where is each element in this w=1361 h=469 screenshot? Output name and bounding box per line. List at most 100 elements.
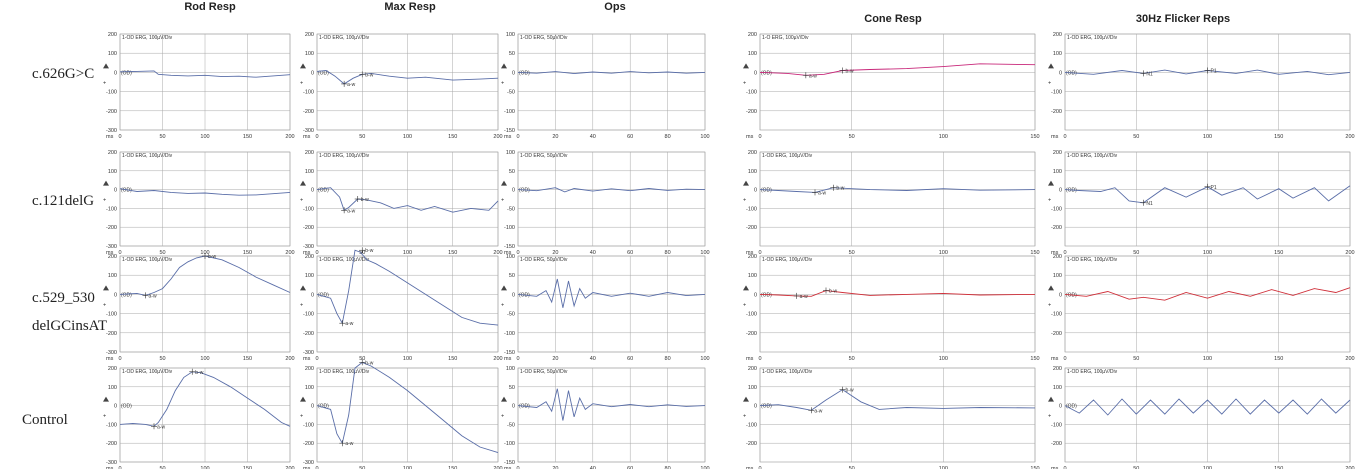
x-unit-label: ms (1051, 356, 1059, 362)
y-tick-label: 100 (1053, 385, 1062, 391)
x-tick-label: 50 (849, 356, 855, 362)
baseline-label: (OD) (318, 292, 329, 298)
x-tick-label: 20 (552, 356, 558, 362)
panel-header: 1-OD ERG, 100µV/Div (122, 369, 173, 375)
y-tick-label: 100 (108, 51, 117, 57)
panel-c626-flicker: 200 100 0 -100 -200 0 50 100 150 200 ms 1-OD ERG, 1… (1048, 32, 1355, 140)
plot-frame (759, 33, 1036, 131)
y-tick-label: -50 (507, 90, 515, 96)
y-tick-label: 200 (305, 150, 314, 156)
x-tick-label: 0 (118, 356, 121, 362)
trace-line (759, 63, 1036, 76)
y-tick-label: 100 (305, 385, 314, 391)
y-tick-label: -100 (1051, 312, 1062, 318)
x-tick-label: 200 (493, 134, 502, 140)
x-tick-label: 50 (359, 134, 365, 140)
x-tick-label: 60 (627, 250, 633, 256)
marker-label: b-w (829, 289, 837, 295)
column-title-flicker: 30Hz Flicker Reps (1136, 13, 1230, 25)
plus-icon: + (501, 198, 504, 204)
x-tick-label: 50 (359, 466, 365, 469)
plus-icon: + (1048, 198, 1051, 204)
plus-icon: + (300, 302, 303, 308)
x-tick-label: 100 (1203, 356, 1212, 362)
y-tick-label: 50 (509, 51, 515, 57)
trace-line (517, 187, 706, 193)
x-tick-label: 40 (590, 466, 596, 469)
x-tick-label: 80 (665, 250, 671, 256)
trace-line (316, 70, 499, 85)
y-tick-label: -300 (106, 460, 117, 466)
trace-line (759, 290, 1036, 297)
x-tick-label: 0 (1063, 466, 1066, 469)
y-tick-label: 200 (748, 254, 757, 260)
x-tick-label: 0 (1063, 134, 1066, 140)
baseline-label: (OD) (761, 188, 772, 194)
y-tick-label: -300 (106, 244, 117, 250)
y-tick-label: -300 (106, 128, 117, 134)
y-tick-label: 200 (108, 366, 117, 372)
y-tick-label: 100 (506, 254, 515, 260)
x-tick-label: 0 (315, 134, 318, 140)
x-tick-label: 0 (315, 356, 318, 362)
plus-icon: + (743, 302, 746, 308)
x-tick-label: 20 (552, 250, 558, 256)
x-unit-label: ms (303, 134, 311, 140)
y-tick-label: 0 (1059, 292, 1062, 298)
y-tick-label: -100 (106, 206, 117, 212)
y-tick-label: 0 (114, 188, 117, 194)
x-tick-label: 150 (243, 250, 252, 256)
y-tick-label: 0 (114, 404, 117, 410)
plot-frame (517, 367, 706, 463)
x-tick-label: 100 (1203, 134, 1212, 140)
column-title-ops: Ops (604, 1, 625, 13)
x-tick-label: 150 (448, 356, 457, 362)
row-label-c529-line1: c.529_530 (32, 290, 95, 306)
marker-label: b-w (836, 186, 844, 192)
plus-icon: + (300, 414, 303, 420)
x-tick-label: 150 (1274, 250, 1283, 256)
y-tick-label: 0 (311, 70, 314, 76)
x-tick-label: 0 (118, 134, 121, 140)
y-tick-label: -200 (106, 225, 117, 231)
baseline-label: (OD) (761, 404, 772, 410)
baseline-label: (OD) (121, 404, 132, 410)
y-tick-label: -150 (504, 460, 515, 466)
baseline-label: (OD) (121, 188, 132, 194)
x-tick-label: 80 (665, 466, 671, 469)
y-tick-label: -150 (504, 128, 515, 134)
panel-header: 1-OD ERG, 50µV/Div (520, 35, 568, 41)
marker-label: N1 (1146, 201, 1153, 207)
plot-frame (517, 255, 706, 353)
column-title-max-resp: Max Resp (384, 1, 436, 13)
y-tick-label: -200 (106, 441, 117, 447)
x-tick-label: 100 (1203, 466, 1212, 469)
marker-label: b-w (361, 197, 369, 203)
marker-label: a-w (818, 190, 826, 196)
x-tick-label: 150 (243, 466, 252, 469)
panel-header: 1-OD ERG, 100µV/Div (319, 153, 370, 159)
trace-line (119, 70, 291, 78)
polarity-arrow-icon (1048, 63, 1054, 69)
plus-icon: + (743, 80, 746, 86)
x-tick-label: 150 (1030, 250, 1039, 256)
x-unit-label: ms (746, 134, 754, 140)
x-tick-label: 80 (665, 134, 671, 140)
row-label-control: Control (22, 412, 68, 428)
column-titles: Rod Resp Max Resp Ops Cone Resp 30Hz Fli… (184, 1, 1230, 25)
x-tick-label: 50 (159, 250, 165, 256)
y-tick-label: -100 (504, 109, 515, 115)
x-unit-label: ms (504, 356, 512, 362)
x-tick-label: 50 (1133, 134, 1139, 140)
y-tick-label: -200 (1051, 225, 1062, 231)
x-tick-label: 200 (493, 356, 502, 362)
y-tick-label: 0 (512, 292, 515, 298)
polarity-arrow-icon (103, 396, 109, 402)
y-tick-label: -100 (504, 331, 515, 337)
y-tick-label: -300 (303, 350, 314, 356)
x-tick-label: 50 (1133, 250, 1139, 256)
panel-header: 1-O ERG, 100µV/Div (762, 35, 809, 41)
